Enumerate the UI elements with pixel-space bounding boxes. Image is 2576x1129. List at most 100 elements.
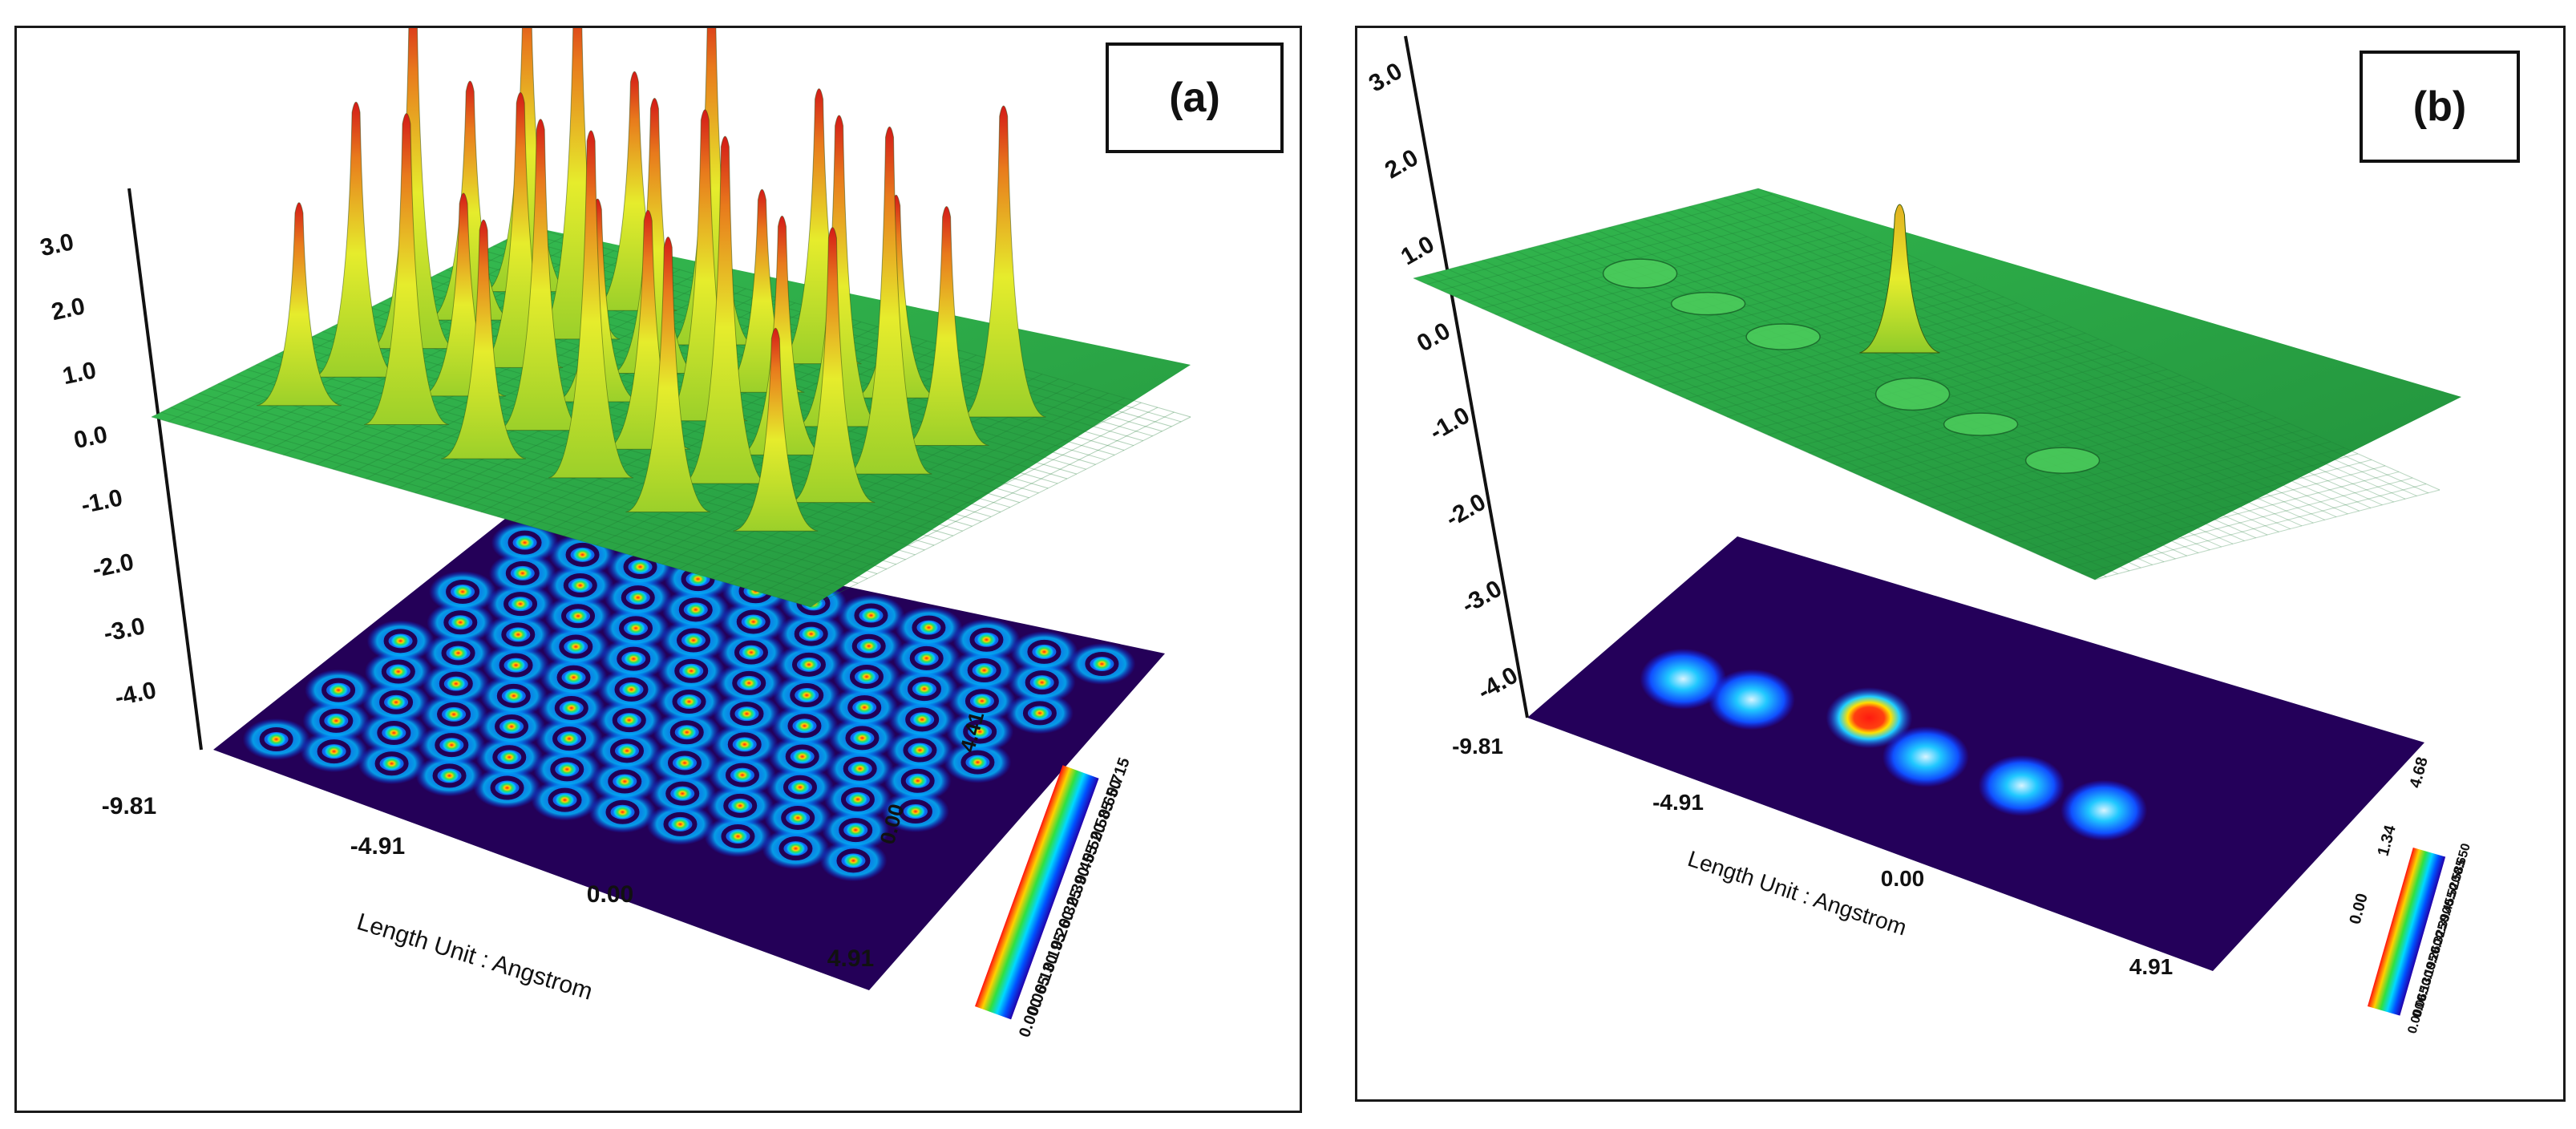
contour-hole xyxy=(787,714,822,739)
density-peak xyxy=(625,237,711,512)
surface-bump xyxy=(2024,447,2101,474)
contour-hole xyxy=(732,670,766,695)
z-axis-line xyxy=(1404,35,1529,718)
contour-hotspot xyxy=(735,706,758,722)
contour-hotspot xyxy=(669,815,692,832)
chart-a: 3.0 2.0 1.0 0.0 -1.0 -2.0 -3.0 -4.0 -9.81 -4.91 0… xyxy=(38,28,1191,1040)
contour-hotspot xyxy=(616,743,639,759)
contour-hotspot xyxy=(970,693,993,710)
contour-hotspot xyxy=(504,657,528,674)
contour-hole xyxy=(550,757,584,782)
contour-hotspot xyxy=(729,797,752,814)
contour-hotspot xyxy=(682,632,706,649)
contour-hole xyxy=(439,671,473,696)
contour-hole xyxy=(794,621,828,646)
chart-b: 3.0 2.0 1.0 0.0 -1.0 -2.0 -3.0 -4.0 -9.81 -4.91 0… xyxy=(1365,35,2473,1035)
contour-hole xyxy=(960,750,995,775)
contour-hole xyxy=(495,714,529,739)
contour-hole xyxy=(963,719,997,744)
contour-hole xyxy=(665,781,700,806)
contour-hotspot xyxy=(626,589,649,606)
contour-hole xyxy=(492,745,527,770)
surface-bump xyxy=(1670,291,1746,316)
contour-hotspot xyxy=(571,546,594,563)
contour-hotspot xyxy=(495,779,519,796)
density-peak xyxy=(364,112,449,425)
z-tick-label: 2.0 xyxy=(49,293,87,326)
contour-hotspot xyxy=(443,706,466,722)
contour-hotspot xyxy=(975,631,998,648)
z-axis-line xyxy=(127,188,203,751)
contour-hole xyxy=(734,640,768,665)
contour-hotspot xyxy=(498,749,521,766)
contour-hotspot xyxy=(684,601,707,618)
contour-blob xyxy=(1978,755,2065,816)
contour-hole xyxy=(898,799,932,823)
contour-hole xyxy=(441,641,475,666)
contour-hotspot xyxy=(451,584,475,600)
surface-bump xyxy=(1943,412,2019,436)
contour-hole xyxy=(964,689,999,714)
contour-hole xyxy=(783,775,817,799)
contour-hotspot xyxy=(730,767,754,783)
density-peak xyxy=(427,80,513,321)
z-tick-label: -2.0 xyxy=(1442,489,1490,532)
contour-hotspot xyxy=(502,687,525,704)
x-tick-label: -4.91 xyxy=(1652,790,1704,815)
density-peak xyxy=(847,126,932,475)
colorbar-tick-label: 0.715 xyxy=(1103,755,1134,799)
contour-hole xyxy=(836,848,871,873)
contour-hole xyxy=(554,695,588,720)
z-axis-ticks: 3.0 2.0 1.0 0.0 -1.0 -2.0 -3.0 -4.0 xyxy=(38,229,159,711)
density-peak xyxy=(1859,204,1940,354)
contour-hole xyxy=(791,652,826,677)
contour-hole xyxy=(1085,652,1119,677)
contour-hotspot xyxy=(622,650,645,667)
contour-hotspot xyxy=(851,730,874,747)
contour-hotspot xyxy=(842,852,865,869)
colorbar-gradient xyxy=(975,765,1099,1020)
surface-bump xyxy=(1602,258,1678,289)
contour-hotspot xyxy=(438,767,461,784)
x-tick-label: 0.00 xyxy=(1881,866,1925,891)
z-tick-label: -1.0 xyxy=(79,484,124,519)
contour-hole xyxy=(727,732,762,757)
contour-hotspot xyxy=(617,712,641,729)
contour-blob xyxy=(1882,726,1969,787)
contour-hole xyxy=(501,622,536,647)
contour-hole xyxy=(259,726,293,751)
contour-hotspot xyxy=(567,608,590,625)
contour-hole xyxy=(490,775,524,800)
x-axis-ticks: -9.81 -4.91 0.00 4.91 xyxy=(102,793,874,972)
contour-hotspot xyxy=(380,755,403,772)
contour-hotspot xyxy=(904,803,927,819)
contour-hole xyxy=(677,628,711,653)
contour-hotspot xyxy=(675,724,698,741)
contour-hole xyxy=(446,580,480,604)
contour-hotspot xyxy=(385,694,408,710)
contour-blobs xyxy=(1640,648,2148,841)
contour-hole xyxy=(437,702,471,726)
contour-hole xyxy=(778,836,813,861)
contour-hotspot xyxy=(742,613,765,630)
panel-a: 3.0 2.0 1.0 0.0 -1.0 -2.0 -3.0 -4.0 -9.81 -4.91 0… xyxy=(14,26,1302,1113)
contour-hotspot xyxy=(738,674,761,691)
contour-blob xyxy=(1826,687,1913,749)
contour-hotspot xyxy=(444,675,467,692)
contour-hole xyxy=(503,592,538,617)
contour-hole xyxy=(839,818,873,843)
contour-hole xyxy=(379,690,414,714)
contour-hotspot xyxy=(440,737,463,754)
panel-label: (b) xyxy=(2360,51,2520,163)
contour-hotspot xyxy=(327,682,350,698)
contour-hotspot xyxy=(382,725,406,742)
y-tick-label: 0.00 xyxy=(2347,892,2372,926)
contour-hotspot xyxy=(513,534,536,551)
contour-blob xyxy=(2060,779,2148,841)
contour-hotspot xyxy=(793,718,816,734)
contour-hole xyxy=(840,787,875,811)
contour-hotspot xyxy=(449,614,472,631)
x-tick-label: -9.81 xyxy=(1452,734,1503,759)
contour-hotspot xyxy=(1030,674,1053,691)
z-tick-label: -2.0 xyxy=(90,548,135,583)
